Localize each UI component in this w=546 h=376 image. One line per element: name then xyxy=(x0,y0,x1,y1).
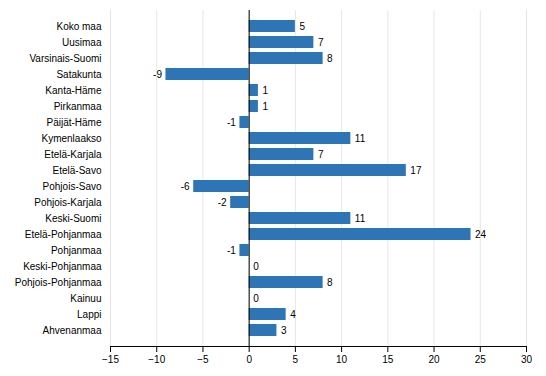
svg-text:10: 10 xyxy=(336,354,348,365)
svg-text:8: 8 xyxy=(327,277,333,288)
svg-text:17: 17 xyxy=(410,165,422,176)
svg-text:Pohjois-Karjala: Pohjois-Karjala xyxy=(34,197,102,208)
svg-text:Etelä-Savo: Etelä-Savo xyxy=(53,165,102,176)
svg-text:7: 7 xyxy=(318,37,324,48)
svg-text:-9: -9 xyxy=(153,69,162,80)
svg-text:−10: −10 xyxy=(148,354,165,365)
svg-text:−5: −5 xyxy=(197,354,209,365)
svg-text:7: 7 xyxy=(318,149,324,160)
svg-text:5: 5 xyxy=(299,21,305,32)
svg-text:−15: −15 xyxy=(102,354,119,365)
svg-text:-2: -2 xyxy=(218,197,227,208)
svg-text:Etelä-Karjala: Etelä-Karjala xyxy=(44,149,102,160)
svg-text:Keski-Suomi: Keski-Suomi xyxy=(45,213,101,224)
svg-text:Kainuu: Kainuu xyxy=(70,293,101,304)
svg-text:Pohjois-Savo: Pohjois-Savo xyxy=(43,181,102,192)
svg-text:3: 3 xyxy=(281,325,287,336)
svg-text:5: 5 xyxy=(293,354,299,365)
svg-text:Pohjanmaa: Pohjanmaa xyxy=(51,245,102,256)
svg-text:0: 0 xyxy=(246,354,252,365)
svg-text:25: 25 xyxy=(475,354,487,365)
svg-text:11: 11 xyxy=(355,213,366,224)
svg-text:Pohjois-Pohjanmaa: Pohjois-Pohjanmaa xyxy=(15,277,102,288)
svg-text:Uusimaa: Uusimaa xyxy=(62,37,102,48)
svg-text:Keski-Pohjanmaa: Keski-Pohjanmaa xyxy=(23,261,102,272)
svg-text:Lappi: Lappi xyxy=(77,309,101,320)
svg-text:30: 30 xyxy=(521,354,533,365)
svg-text:-1: -1 xyxy=(227,245,236,256)
svg-text:8: 8 xyxy=(327,53,333,64)
svg-text:0: 0 xyxy=(253,293,259,304)
svg-text:11: 11 xyxy=(355,133,366,144)
svg-text:4: 4 xyxy=(290,309,296,320)
svg-text:Varsinais-Suomi: Varsinais-Suomi xyxy=(29,53,101,64)
svg-text:1: 1 xyxy=(262,85,268,96)
svg-text:1: 1 xyxy=(262,101,268,112)
svg-text:15: 15 xyxy=(382,354,394,365)
svg-text:24: 24 xyxy=(475,229,487,240)
svg-text:Kanta-Häme: Kanta-Häme xyxy=(45,85,102,96)
svg-text:0: 0 xyxy=(253,261,259,272)
svg-text:Pirkanmaa: Pirkanmaa xyxy=(54,101,102,112)
svg-text:-1: -1 xyxy=(227,117,236,128)
svg-text:Koko maa: Koko maa xyxy=(56,21,101,32)
svg-text:Ahvenanmaa: Ahvenanmaa xyxy=(43,325,102,336)
svg-text:Satakunta: Satakunta xyxy=(56,69,101,80)
svg-text:Kymenlaakso: Kymenlaakso xyxy=(41,133,101,144)
svg-text:20: 20 xyxy=(428,354,440,365)
svg-text:Etelä-Pohjanmaa: Etelä-Pohjanmaa xyxy=(25,229,102,240)
svg-text:Päijät-Häme: Päijät-Häme xyxy=(46,117,101,128)
svg-text:-6: -6 xyxy=(181,181,190,192)
